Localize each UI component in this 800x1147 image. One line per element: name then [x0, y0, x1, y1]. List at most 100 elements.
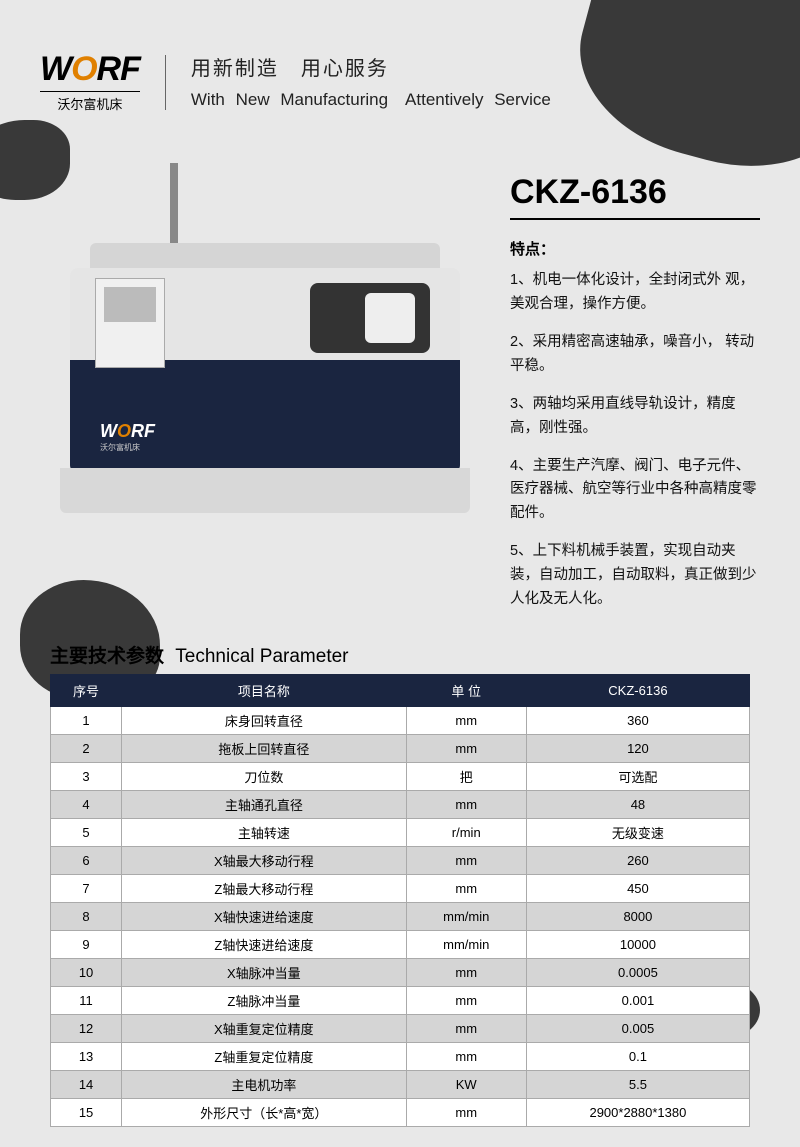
table-row: 9Z轴快速进给速度mm/min10000	[51, 931, 750, 959]
table-cell: 把	[406, 763, 526, 791]
table-row: 4主轴通孔直径mm48	[51, 791, 750, 819]
table-cell: mm	[406, 987, 526, 1015]
table-row: 12X轴重复定位精度mm0.005	[51, 1015, 750, 1043]
table-cell: 主轴转速	[122, 819, 407, 847]
table-row: 13Z轴重复定位精度mm0.1	[51, 1043, 750, 1071]
table-row: 10X轴脉冲当量mm0.0005	[51, 959, 750, 987]
table-row: 3刀位数把可选配	[51, 763, 750, 791]
divider	[510, 218, 760, 220]
table-cell: 12	[51, 1015, 122, 1043]
table-cell: 可选配	[526, 763, 749, 791]
table-cell: mm	[406, 735, 526, 763]
slogan-cn: 用新制造 用心服务	[191, 52, 551, 81]
table-header: 项目名称	[122, 675, 407, 707]
table-cell: 0.0005	[526, 959, 749, 987]
feature-item: 2、采用精密高速轴承，噪音小， 转动平稳。	[510, 331, 760, 379]
table-row: 8X轴快速进给速度mm/min8000	[51, 903, 750, 931]
model-number: CKZ-6136	[510, 173, 760, 212]
table-cell: mm	[406, 959, 526, 987]
table-cell: 5.5	[526, 1071, 749, 1099]
table-cell: 13	[51, 1043, 122, 1071]
params-heading: 主要技术参数 Technical Parameter	[50, 641, 750, 668]
table-cell: mm	[406, 1099, 526, 1127]
table-cell: 14	[51, 1071, 122, 1099]
table-cell: mm	[406, 1015, 526, 1043]
table-cell: 9	[51, 931, 122, 959]
table-cell: Z轴最大移动行程	[122, 875, 407, 903]
table-cell: 5	[51, 819, 122, 847]
table-cell: 4	[51, 791, 122, 819]
table-cell: X轴最大移动行程	[122, 847, 407, 875]
params-heading-cn: 主要技术参数	[50, 646, 164, 667]
product-image: WORF沃尔富机床	[50, 203, 480, 513]
table-cell: mm/min	[406, 903, 526, 931]
feature-item: 1、机电一体化设计，全封闭式外 观，美观合理，操作方便。	[510, 269, 760, 317]
table-row: 6X轴最大移动行程mm260	[51, 847, 750, 875]
table-cell: 0.1	[526, 1043, 749, 1071]
table-cell: 11	[51, 987, 122, 1015]
table-cell: 刀位数	[122, 763, 407, 791]
table-cell: X轴快速进给速度	[122, 903, 407, 931]
table-cell: mm	[406, 847, 526, 875]
table-cell: Z轴重复定位精度	[122, 1043, 407, 1071]
table-cell: 8	[51, 903, 122, 931]
table-cell: mm/min	[406, 931, 526, 959]
table-cell: KW	[406, 1071, 526, 1099]
table-row: 5主轴转速r/min无级变速	[51, 819, 750, 847]
table-cell: mm	[406, 791, 526, 819]
table-cell: X轴脉冲当量	[122, 959, 407, 987]
feature-item: 5、上下料机械手装置，实现自动夹装，自动加工，自动取料，真正做到少人化及无人化。	[510, 540, 760, 612]
table-cell: mm	[406, 707, 526, 735]
table-cell: 0.005	[526, 1015, 749, 1043]
features-list: 1、机电一体化设计，全封闭式外 观，美观合理，操作方便。 2、采用精密高速轴承，…	[510, 269, 760, 612]
table-cell: 10000	[526, 931, 749, 959]
table-cell: 360	[526, 707, 749, 735]
table-row: 2拖板上回转直径mm120	[51, 735, 750, 763]
table-cell: 无级变速	[526, 819, 749, 847]
feature-item: 4、主要生产汽摩、阀门、电子元件、医疗器械、航空等行业中各种高精度零配件。	[510, 455, 760, 527]
table-row: 1床身回转直径mm360	[51, 707, 750, 735]
slogan-en: With New Manufacturing Attentively Servi…	[191, 85, 551, 110]
divider	[165, 55, 166, 110]
table-cell: Z轴快速进给速度	[122, 931, 407, 959]
table-cell: 15	[51, 1099, 122, 1127]
table-cell: 外形尺寸（长*高*宽）	[122, 1099, 407, 1127]
table-cell: 48	[526, 791, 749, 819]
features-heading: 特点：	[510, 238, 760, 259]
spec-table: 序号项目名称单 位CKZ-6136 1床身回转直径mm3602拖板上回转直径mm…	[50, 674, 750, 1127]
table-header: 单 位	[406, 675, 526, 707]
table-cell: 床身回转直径	[122, 707, 407, 735]
table-cell: 7	[51, 875, 122, 903]
table-cell: 120	[526, 735, 749, 763]
table-cell: 6	[51, 847, 122, 875]
table-cell: 主轴通孔直径	[122, 791, 407, 819]
table-header: CKZ-6136	[526, 675, 749, 707]
table-row: 14主电机功率KW5.5	[51, 1071, 750, 1099]
table-cell: X轴重复定位精度	[122, 1015, 407, 1043]
table-cell: 450	[526, 875, 749, 903]
logo-text: WORF	[40, 50, 140, 89]
table-cell: mm	[406, 1043, 526, 1071]
table-cell: 8000	[526, 903, 749, 931]
feature-item: 3、两轴均采用直线导轨设计，精度高，刚性强。	[510, 393, 760, 441]
logo: WORF 沃尔富机床	[40, 50, 140, 113]
table-row: 15外形尺寸（长*高*宽）mm2900*2880*1380	[51, 1099, 750, 1127]
table-cell: 10	[51, 959, 122, 987]
table-cell: 拖板上回转直径	[122, 735, 407, 763]
table-cell: 3	[51, 763, 122, 791]
table-row: 11Z轴脉冲当量mm0.001	[51, 987, 750, 1015]
table-cell: 1	[51, 707, 122, 735]
logo-subtitle: 沃尔富机床	[40, 91, 140, 113]
params-heading-en: Technical Parameter	[175, 646, 348, 667]
table-cell: 0.001	[526, 987, 749, 1015]
table-cell: mm	[406, 875, 526, 903]
table-cell: r/min	[406, 819, 526, 847]
table-cell: 2900*2880*1380	[526, 1099, 749, 1127]
table-cell: Z轴脉冲当量	[122, 987, 407, 1015]
table-row: 7Z轴最大移动行程mm450	[51, 875, 750, 903]
table-cell: 260	[526, 847, 749, 875]
table-cell: 2	[51, 735, 122, 763]
header-slogan: 用新制造 用心服务 With New Manufacturing Attenti…	[191, 50, 551, 110]
table-cell: 主电机功率	[122, 1071, 407, 1099]
table-header: 序号	[51, 675, 122, 707]
